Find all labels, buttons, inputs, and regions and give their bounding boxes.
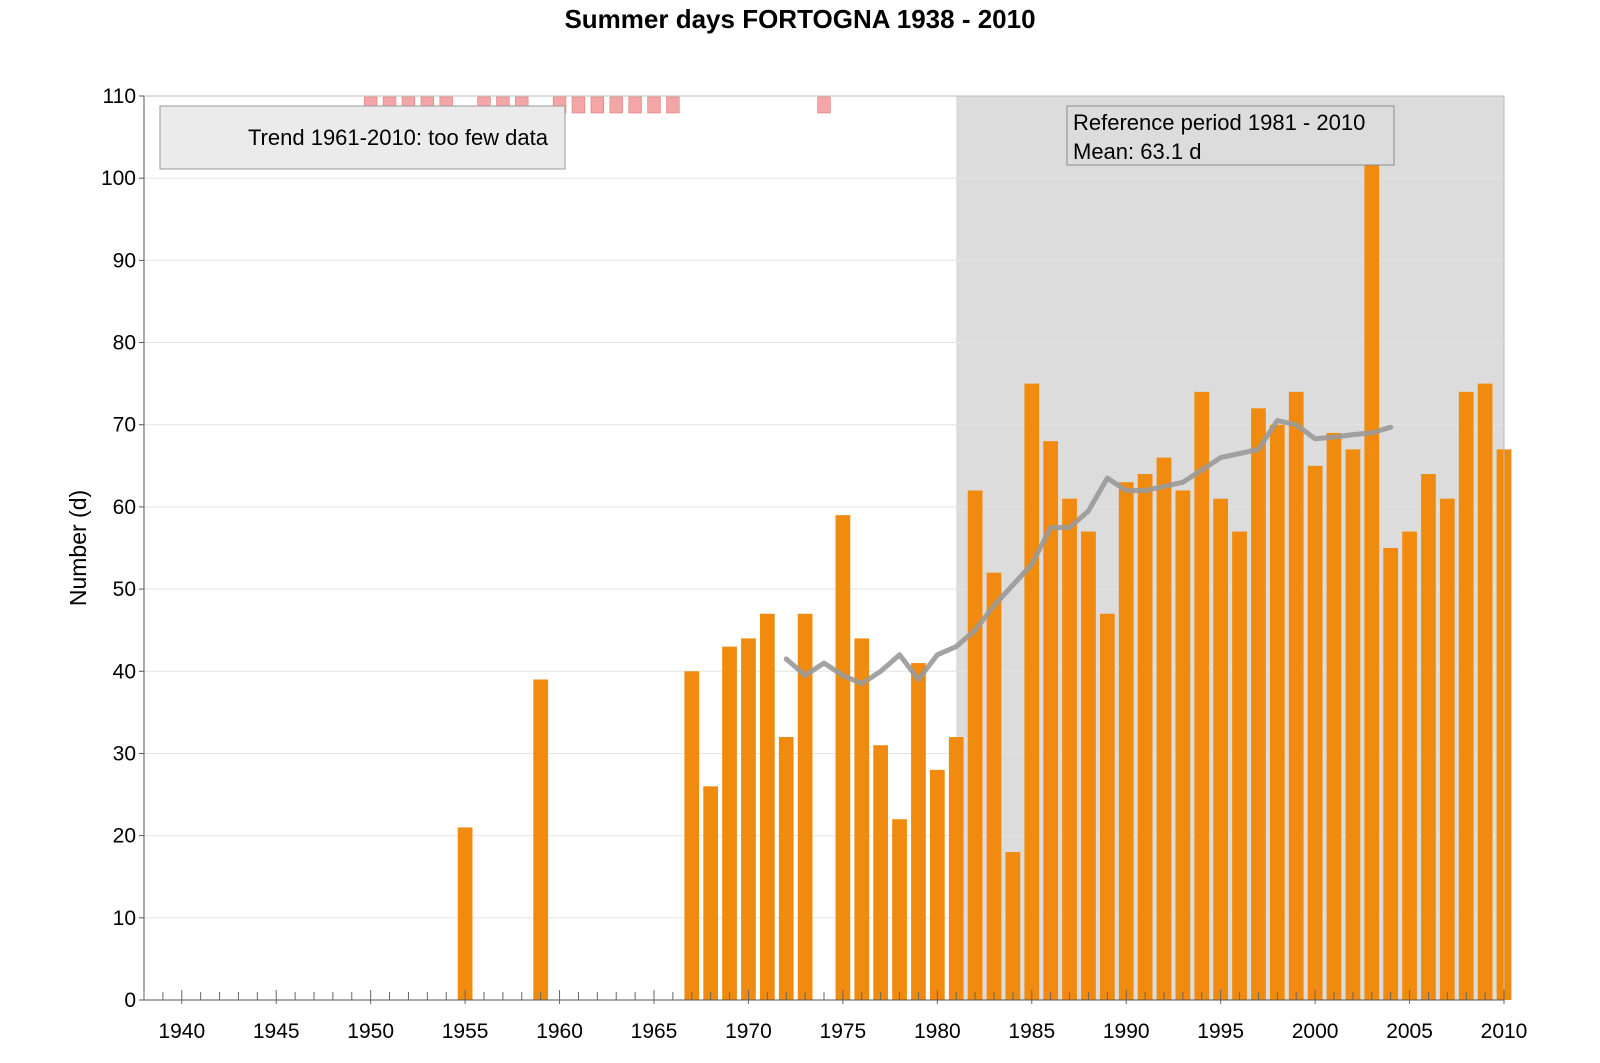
- bar: [1194, 391, 1210, 1000]
- bar: [1099, 613, 1115, 1000]
- x-tick-label: 1985: [1008, 1020, 1055, 1043]
- bar: [1458, 391, 1474, 1000]
- bar: [929, 769, 945, 1000]
- bar: [703, 786, 719, 1000]
- bar: [1005, 852, 1021, 1000]
- x-tick-label: 1975: [820, 1020, 867, 1043]
- bar: [1137, 474, 1153, 1000]
- bar: [1232, 531, 1247, 1000]
- bar: [759, 613, 775, 1000]
- y-tick-label: 30: [113, 742, 136, 765]
- bar-layer: [457, 145, 1512, 1001]
- x-tick-label: 1950: [347, 1020, 394, 1043]
- x-tick-label: 1965: [631, 1020, 678, 1043]
- bar: [1269, 424, 1285, 1000]
- missing-year-marker: [571, 96, 586, 114]
- missing-year-marker: [628, 96, 642, 114]
- y-tick-label: 50: [113, 578, 136, 601]
- missing-year-marker: [609, 96, 623, 114]
- bar: [741, 638, 756, 1000]
- reference-mean-text: Mean: 63.1 d: [1073, 139, 1201, 164]
- y-tick-label: 100: [101, 167, 136, 190]
- y-tick-label: 80: [113, 332, 136, 355]
- bar: [911, 663, 926, 1000]
- missing-year-marker: [817, 96, 831, 114]
- bar: [967, 490, 983, 1000]
- bar: [1081, 531, 1096, 1000]
- y-tick-label: 110: [103, 85, 136, 108]
- bar: [1383, 548, 1399, 1000]
- missing-year-marker: [647, 96, 661, 114]
- y-tick-label: 70: [113, 414, 136, 437]
- y-tick-label: 0: [124, 989, 136, 1012]
- bar: [873, 745, 889, 1000]
- reference-box-background: [1066, 105, 1395, 166]
- y-tick-label: 10: [113, 907, 136, 930]
- bar: [986, 572, 1002, 1000]
- x-tick-label: 1945: [253, 1020, 300, 1043]
- bar: [1345, 449, 1361, 1000]
- x-tick-label: 2005: [1386, 1020, 1433, 1043]
- x-tick-label: 1970: [725, 1020, 772, 1043]
- x-tick-label: 1995: [1197, 1020, 1244, 1043]
- reference-box: Reference period 1981 - 2010 Mean: 63.1 …: [1066, 105, 1395, 166]
- bar: [1288, 391, 1304, 1000]
- bar: [1175, 490, 1191, 1000]
- bar: [1402, 531, 1417, 1000]
- bar: [778, 737, 794, 1000]
- bar: [1024, 383, 1040, 1000]
- y-tick-label: 40: [113, 660, 136, 683]
- x-tick-label: 2010: [1481, 1020, 1528, 1043]
- bar: [1326, 432, 1342, 1001]
- bar: [1477, 383, 1493, 1000]
- bar: [457, 827, 473, 1000]
- y-axis-title: Number (d): [65, 490, 91, 606]
- axis-layer: 0 10 20 30 40 50 60 70 80 90 100 110 1940 1945 1950 195…: [101, 85, 1527, 1043]
- x-tick-label: 1955: [442, 1020, 489, 1043]
- bar: [854, 638, 870, 1000]
- bar: [1118, 482, 1134, 1001]
- missing-year-marker: [590, 96, 605, 114]
- bar: [1062, 498, 1077, 1000]
- x-tick-label: 1990: [1103, 1020, 1150, 1043]
- y-tick-label: 20: [113, 825, 136, 848]
- bar: [835, 515, 851, 1000]
- bar: [1251, 408, 1266, 1001]
- bar: [1213, 498, 1229, 1000]
- chart-title: Summer days FORTOGNA 1938 - 2010: [564, 4, 1036, 34]
- bar-highlight-base: [1364, 159, 1380, 1001]
- bar: [892, 819, 907, 1000]
- bar: [684, 671, 700, 1000]
- y-tick-label: 90: [113, 249, 136, 272]
- bar: [797, 613, 813, 1000]
- bar: [533, 679, 549, 1000]
- y-tick-label: 60: [113, 496, 136, 519]
- bar: [722, 646, 737, 1000]
- bar: [948, 737, 964, 1000]
- bar: [1421, 474, 1436, 1000]
- moving-average-line: [783, 418, 1394, 687]
- trend-box-background: [159, 105, 566, 170]
- x-tick-label: 1940: [158, 1020, 205, 1043]
- bar: [1307, 465, 1323, 1000]
- moving-average-layer: [783, 418, 1394, 687]
- bar: [1439, 498, 1455, 1000]
- x-tick-label: 1980: [914, 1020, 961, 1043]
- x-tick-label: 1960: [536, 1020, 583, 1043]
- trend-text: Trend 1961-2010: too few data: [248, 125, 549, 150]
- trend-box: Trend 1961-2010: too few data: [159, 105, 566, 170]
- reference-period-text: Reference period 1981 - 2010: [1073, 110, 1365, 135]
- missing-year-marker: [666, 96, 680, 114]
- bar: [1156, 457, 1172, 1001]
- x-tick-label: 2000: [1292, 1020, 1339, 1043]
- bar: [1043, 441, 1059, 1000]
